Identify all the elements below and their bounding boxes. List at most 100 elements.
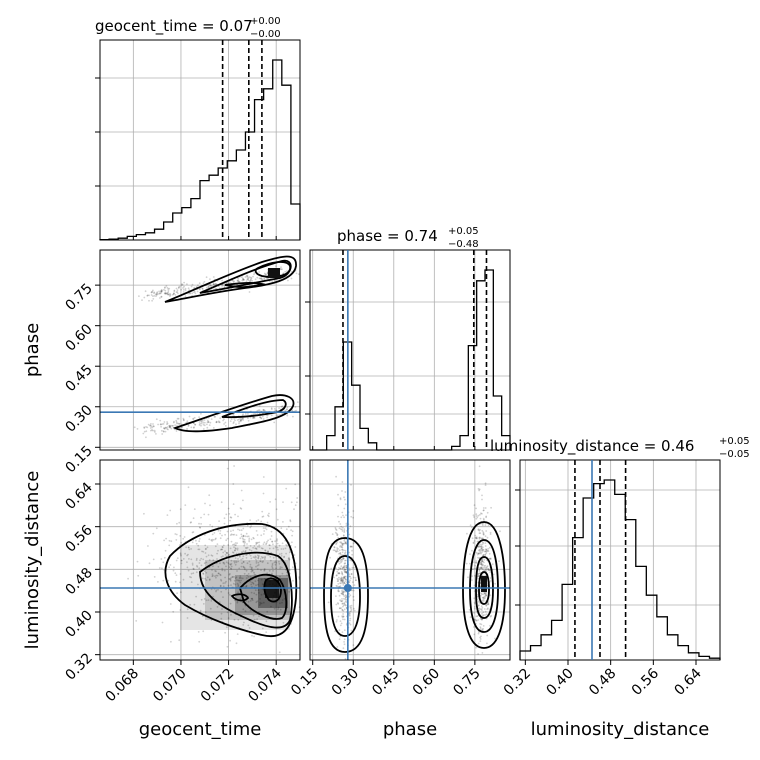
scatter-point — [200, 564, 203, 567]
scatter-point — [335, 574, 338, 577]
scatter-point — [246, 275, 249, 277]
scatter-point — [225, 551, 228, 554]
scatter-point — [247, 575, 250, 578]
scatter-point — [220, 501, 223, 504]
scatter-point — [204, 611, 207, 613]
scatter-point — [189, 521, 192, 524]
scatter-point — [489, 571, 492, 574]
scatter-point — [480, 592, 482, 594]
scatter-point — [295, 272, 298, 275]
scatter-point — [237, 585, 240, 588]
scatter-point — [242, 527, 245, 530]
scatter-point — [246, 524, 249, 527]
scatter-point — [209, 278, 211, 280]
scatter-point — [127, 577, 129, 580]
scatter-point — [201, 577, 204, 580]
scatter-point — [336, 547, 338, 549]
scatter-point — [480, 605, 483, 607]
xtick-phase: 0.15 — [288, 666, 321, 699]
scatter-point — [207, 599, 210, 601]
scatter-point — [338, 572, 341, 575]
scatter-point — [484, 595, 487, 598]
scatter-point — [184, 552, 187, 555]
scatter-point — [257, 545, 259, 548]
scatter-point — [259, 277, 262, 280]
scatter-point — [345, 542, 348, 545]
scatter-point — [486, 642, 488, 645]
scatter-point — [333, 546, 336, 549]
panel-distance-hist — [515, 459, 721, 665]
scatter-point — [213, 532, 216, 534]
scatter-point — [275, 567, 277, 570]
scatter-point — [478, 631, 480, 634]
scatter-point — [476, 595, 479, 598]
scatter-point — [285, 552, 287, 555]
scatter-point — [280, 552, 283, 555]
scatter-point — [340, 560, 343, 563]
scatter-point — [285, 544, 287, 546]
scatter-point — [248, 548, 251, 551]
scatter-point — [195, 542, 198, 545]
scatter-point — [210, 284, 213, 287]
scatter-point — [205, 276, 208, 279]
scatter-point — [343, 562, 346, 565]
scatter-point — [177, 287, 180, 289]
scatter-point — [343, 602, 345, 605]
scatter-point — [253, 545, 256, 547]
scatter-point — [198, 562, 201, 564]
scatter-point — [349, 611, 351, 613]
scatter-point — [237, 418, 240, 421]
scatter-point — [474, 536, 477, 539]
scatter-point — [143, 426, 146, 429]
scatter-point — [260, 560, 262, 563]
scatter-point — [173, 292, 175, 295]
scatter-point — [484, 554, 486, 556]
contour-left-mid — [330, 555, 361, 637]
scatter-point — [469, 553, 471, 555]
scatter-point — [179, 535, 182, 537]
scatter-point — [484, 542, 487, 544]
scatter-point — [343, 542, 345, 545]
scatter-point — [341, 581, 344, 584]
scatter-point — [187, 424, 190, 427]
scatter-point — [264, 549, 267, 552]
scatter-point — [489, 533, 492, 535]
scatter-point — [343, 608, 346, 611]
scatter-point — [341, 599, 344, 602]
scatter-point — [271, 562, 274, 565]
scatter-point — [485, 566, 487, 569]
scatter-point — [273, 407, 276, 410]
scatter-point — [230, 614, 232, 616]
scatter-point — [278, 560, 280, 563]
scatter-point — [469, 524, 472, 527]
scatter-point — [477, 653, 479, 655]
scatter-point — [336, 541, 339, 543]
scatter-point — [282, 548, 285, 550]
scatter-point — [191, 531, 194, 534]
contour-lower-outer — [172, 394, 295, 433]
scatter-point — [267, 514, 269, 517]
scatter-point — [283, 597, 286, 600]
scatter-point — [479, 532, 482, 534]
scatter-point — [150, 291, 153, 294]
scatter-point — [261, 516, 264, 518]
scatter-point — [340, 607, 343, 609]
scatter-point — [342, 591, 345, 594]
scatter-point — [233, 421, 235, 423]
scatter-point — [264, 577, 266, 580]
scatter-point — [242, 624, 245, 626]
scatter-point — [282, 521, 284, 523]
scatter-point — [478, 549, 481, 551]
scatter-point — [342, 605, 344, 608]
scatter-point — [151, 299, 154, 302]
scatter-point — [278, 407, 280, 409]
scatter-point — [228, 573, 231, 576]
scatter-point — [350, 604, 353, 607]
scatter-point — [247, 413, 249, 415]
scatter-point — [259, 558, 262, 560]
scatter-point — [236, 542, 239, 544]
scatter-point — [217, 565, 220, 568]
ytick-phase: 0.15 — [62, 443, 95, 476]
scatter-point — [333, 576, 335, 579]
scatter-point — [489, 558, 492, 560]
